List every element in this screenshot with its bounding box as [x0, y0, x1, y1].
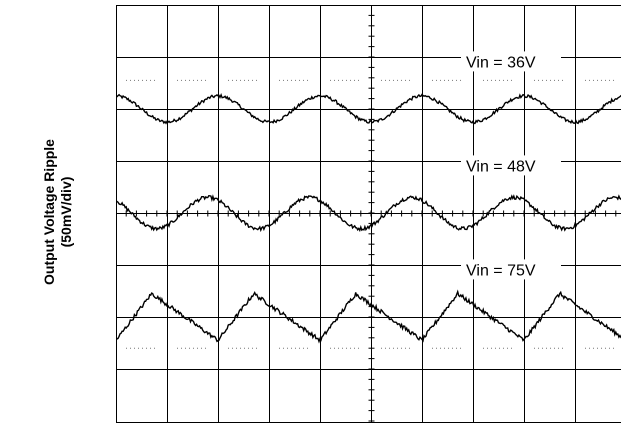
- trace-label: Vin = 75V: [466, 262, 536, 279]
- trace-line: [116, 194, 621, 233]
- y-axis-label-line2: (50mV/div): [57, 176, 74, 247]
- traces: Vin = 36V Vin = 48V Vin = 75V: [116, 51, 621, 344]
- trace-label-bg: [461, 155, 561, 176]
- trace-1: Vin = 36V: [116, 51, 621, 125]
- trace-label: Vin = 36V: [466, 54, 536, 71]
- y-axis-label: Output Voltage Ripple (50mV/div): [0, 0, 115, 423]
- trace-label-bg: [461, 259, 561, 280]
- trace-label: Vin = 48V: [466, 158, 536, 175]
- trace-line: [116, 289, 621, 344]
- y-axis-label-line1: Output Voltage Ripple: [40, 138, 57, 285]
- oscilloscope-plot: Vin = 36V Vin = 48V Vin = 75V: [116, 5, 621, 423]
- trace-3: Vin = 75V: [116, 259, 621, 344]
- trace-label-bg: [461, 51, 561, 72]
- trace-line: [116, 93, 621, 125]
- trace-2: Vin = 48V: [116, 155, 621, 233]
